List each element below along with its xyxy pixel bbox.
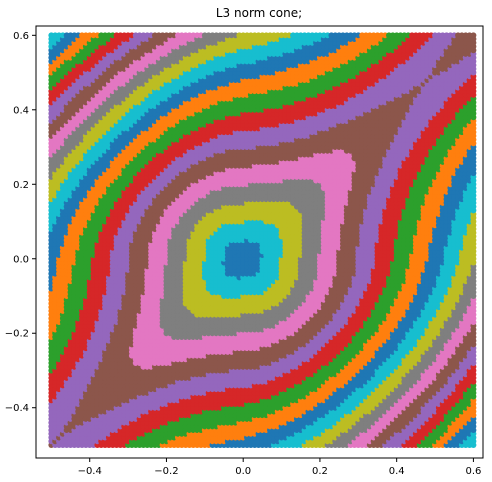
chart-title: L3 norm cone; (216, 6, 302, 20)
data-points (48, 32, 477, 448)
